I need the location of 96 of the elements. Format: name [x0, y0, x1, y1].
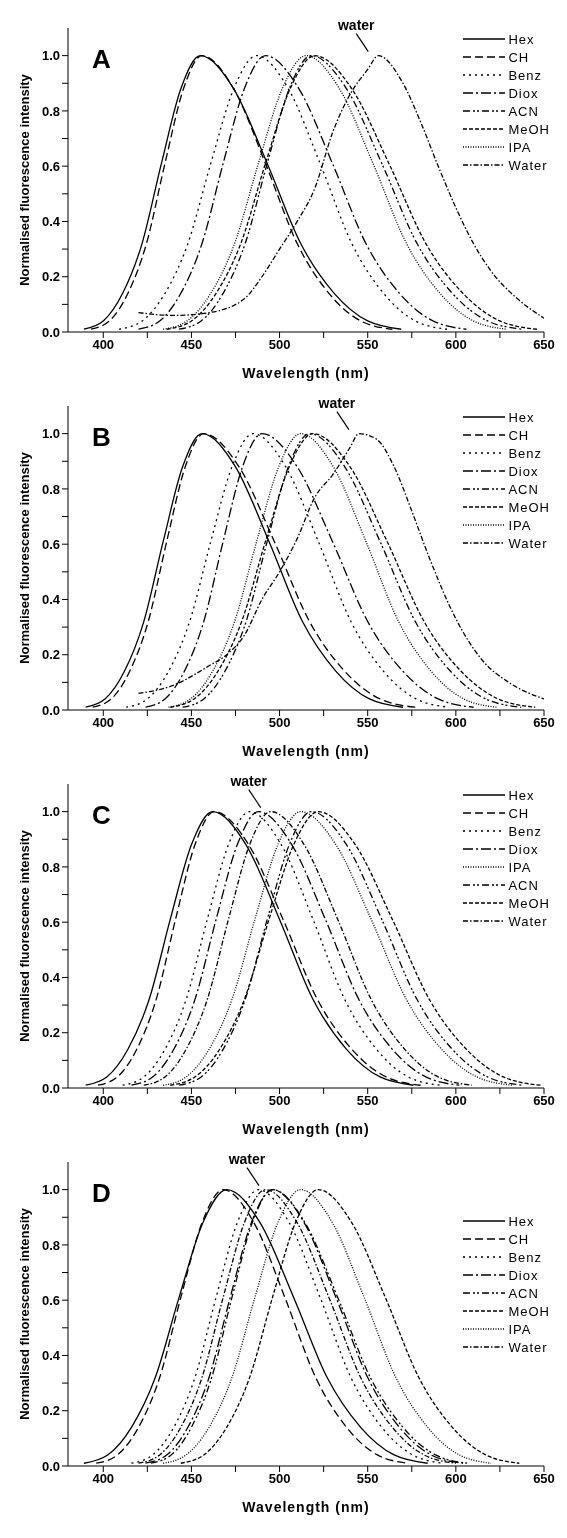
text: C	[92, 800, 111, 831]
x-tick-label: 400	[92, 1471, 115, 1487]
legend-label: CH	[508, 805, 530, 821]
x-tick-label: 450	[180, 1093, 203, 1109]
x-tick-label: 600	[445, 337, 467, 353]
x-tick-label: 550	[356, 1093, 379, 1109]
x-tick-label: 650	[533, 715, 555, 731]
y-tick-label: 0.0	[41, 702, 60, 718]
x-tick-label: 650	[533, 1093, 555, 1109]
legend-label: ACN	[508, 1285, 539, 1301]
y-tick-label: 0.2	[41, 1403, 60, 1419]
legend-label: Benz	[508, 1249, 543, 1265]
x-tick-label: 550	[356, 715, 379, 731]
y-tick-label: 0.6	[41, 1292, 60, 1308]
text: D	[92, 1178, 111, 1209]
text: A	[92, 44, 111, 75]
legend-label: CH	[508, 427, 530, 443]
x-tick-label: 400	[92, 337, 115, 353]
x-tick-label: 400	[92, 1093, 115, 1109]
legend-label: MeOH	[508, 1303, 550, 1319]
y-tick-label: 0.0	[41, 1458, 60, 1474]
y-axis-title: Normalised fluorescence intensity	[16, 73, 32, 286]
y-tick-label: 1.0	[41, 426, 60, 442]
legend-label: CH	[508, 49, 530, 65]
y-tick-label: 0.6	[41, 914, 60, 930]
legend-label: Water	[508, 535, 548, 551]
y-tick-label: 0.2	[41, 647, 60, 663]
y-axis-title: Normalised fluorescence intensity	[16, 829, 32, 1042]
x-tick-label: 400	[92, 715, 115, 731]
y-tick-label: 0.4	[41, 970, 61, 986]
y-axis-title: Normalised fluorescence intensity	[16, 451, 32, 664]
legend-label: MeOH	[508, 499, 550, 515]
legend-label: MeOH	[508, 895, 550, 911]
x-tick-label: 500	[268, 1093, 291, 1109]
y-tick-label: 0.2	[41, 1025, 60, 1041]
legend-label: ACN	[508, 877, 539, 893]
annotation: water	[227, 1150, 266, 1167]
x-axis-title: Wavelength (nm)	[242, 1121, 370, 1137]
x-tick-label: 650	[533, 337, 555, 353]
x-tick-label: 600	[445, 715, 467, 731]
y-tick-label: 0.2	[41, 269, 60, 285]
y-tick-label: 0.6	[41, 158, 60, 174]
y-tick-label: 0.8	[41, 481, 60, 497]
legend-label: Water	[508, 1339, 548, 1355]
x-tick-label: 450	[180, 715, 203, 731]
y-tick-label: 0.0	[41, 1080, 60, 1096]
legend-label: IPA	[508, 517, 532, 533]
legend-label: IPA	[508, 139, 532, 155]
legend-label: ACN	[508, 103, 539, 119]
annotation: water	[336, 16, 376, 33]
annotation: water	[317, 394, 356, 411]
legend-label: Diox	[508, 85, 539, 101]
x-axis-title: Wavelength (nm)	[242, 1499, 370, 1515]
legend-label: Diox	[508, 841, 539, 857]
y-tick-label: 1.0	[41, 1182, 60, 1198]
x-axis-title: Wavelength (nm)	[242, 743, 370, 759]
x-tick-label: 500	[268, 337, 291, 353]
y-tick-label: 0.8	[41, 859, 60, 875]
legend-label: Hex	[508, 31, 535, 47]
legend-label: Water	[508, 157, 548, 173]
x-axis-title: Wavelength (nm)	[242, 365, 370, 381]
y-tick-label: 0.4	[41, 1348, 61, 1364]
legend-label: Hex	[508, 787, 535, 803]
y-tick-label: 1.0	[41, 804, 60, 820]
y-tick-label: 0.4	[41, 592, 61, 608]
x-tick-label: 500	[268, 1471, 291, 1487]
legend-label: Diox	[508, 463, 539, 479]
y-axis-title: Normalised fluorescence intensity	[16, 1207, 32, 1420]
legend-label: ACN	[508, 481, 539, 497]
legend-label: CH	[508, 1231, 530, 1247]
y-tick-label: 0.4	[41, 214, 61, 230]
x-tick-label: 600	[445, 1093, 467, 1109]
x-tick-label: 450	[180, 1471, 203, 1487]
legend-label: Benz	[508, 823, 543, 839]
x-tick-label: 500	[268, 715, 291, 731]
x-tick-label: 450	[180, 337, 203, 353]
y-tick-label: 0.6	[41, 536, 60, 552]
legend-label: IPA	[508, 1321, 532, 1337]
legend-label: Diox	[508, 1267, 539, 1283]
legend-label: Benz	[508, 445, 543, 461]
legend-label: IPA	[508, 859, 532, 875]
text: B	[92, 422, 111, 453]
y-tick-label: 0.8	[41, 103, 60, 119]
legend-label: Hex	[508, 409, 535, 425]
y-tick-label: 0.8	[41, 1237, 60, 1253]
x-tick-label: 550	[356, 337, 379, 353]
y-tick-label: 0.0	[41, 324, 60, 340]
annotation: water	[229, 772, 268, 789]
legend-label: MeOH	[508, 121, 550, 137]
legend-label: Hex	[508, 1213, 535, 1229]
x-tick-label: 550	[356, 1471, 379, 1487]
legend-label: Benz	[508, 67, 543, 83]
x-tick-label: 650	[533, 1471, 555, 1487]
x-tick-label: 600	[445, 1471, 467, 1487]
legend-label: Water	[508, 913, 548, 929]
y-tick-label: 1.0	[41, 48, 60, 64]
